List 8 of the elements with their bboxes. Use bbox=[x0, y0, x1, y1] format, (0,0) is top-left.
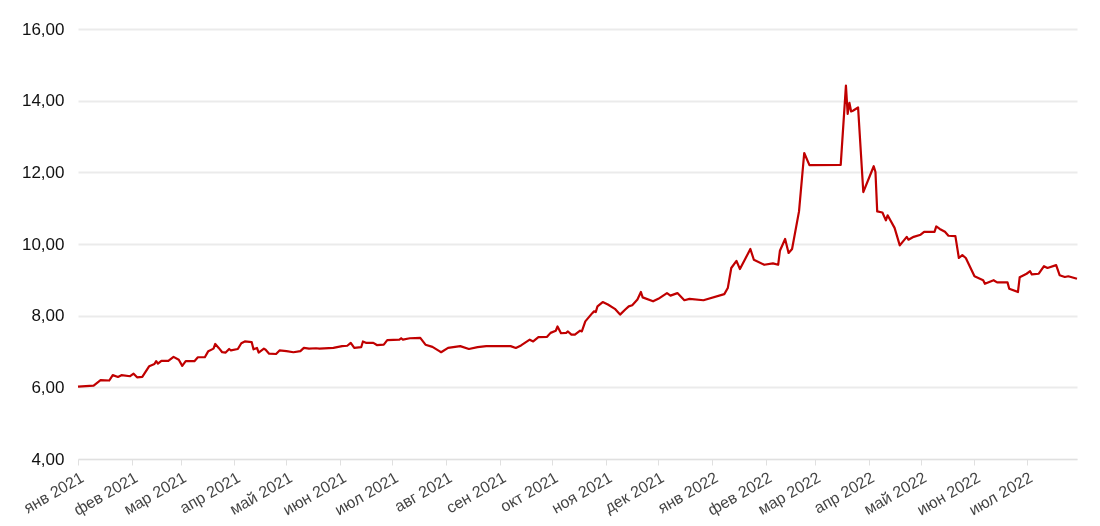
y-tick-label: 8,00 bbox=[31, 306, 65, 326]
line-series bbox=[76, 84, 1079, 388]
y-tick-label: 14,00 bbox=[21, 91, 65, 111]
y-tick-label: 12,00 bbox=[21, 162, 65, 182]
y-tick-label: 4,00 bbox=[31, 449, 65, 469]
y-tick-label: 16,00 bbox=[21, 19, 65, 39]
y-tick-label: 10,00 bbox=[21, 234, 65, 254]
y-tick-label: 6,00 bbox=[31, 377, 65, 397]
